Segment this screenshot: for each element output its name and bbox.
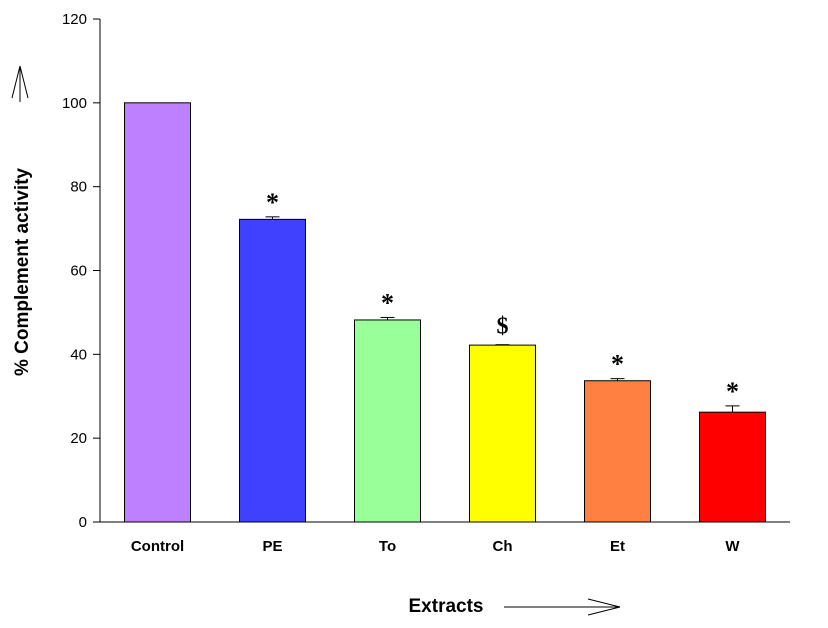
bar [124,102,191,523]
x-tick-label: To [379,538,396,555]
x-axis-title: Extracts [409,596,484,617]
y-axis-arrow [11,65,29,102]
bar [354,319,421,523]
significance-mark: * [266,188,279,217]
bar [699,411,766,523]
y-axis-ticks: 0 20 40 60 80 100 120 [62,11,100,531]
bar [239,218,306,523]
bar [584,380,651,523]
bar [469,344,536,523]
y-tick-label: 40 [70,346,87,363]
x-tick-label: Control [131,538,184,555]
significance-mark: * [726,377,739,406]
significance-mark: * [611,350,624,379]
y-tick-label: 0 [79,514,87,531]
y-axis-title: % Complement activity [12,168,33,376]
bars: * * $ * * [124,102,766,523]
x-tick-label: Ch [493,538,513,555]
y-tick-label: 60 [70,263,87,280]
y-tick-label: 100 [62,95,87,112]
significance-mark: * [381,288,394,317]
y-tick-label: 80 [70,179,87,196]
x-tick-label: W [725,538,740,555]
x-tick-label: Et [610,538,625,555]
significance-mark: $ [497,314,509,340]
x-axis-arrow [504,598,621,616]
y-tick-label: 120 [62,11,87,28]
x-axis-tick-labels: Control PE To Ch Et W [131,538,741,555]
x-tick-label: PE [262,538,282,555]
y-tick-label: 20 [70,430,87,447]
